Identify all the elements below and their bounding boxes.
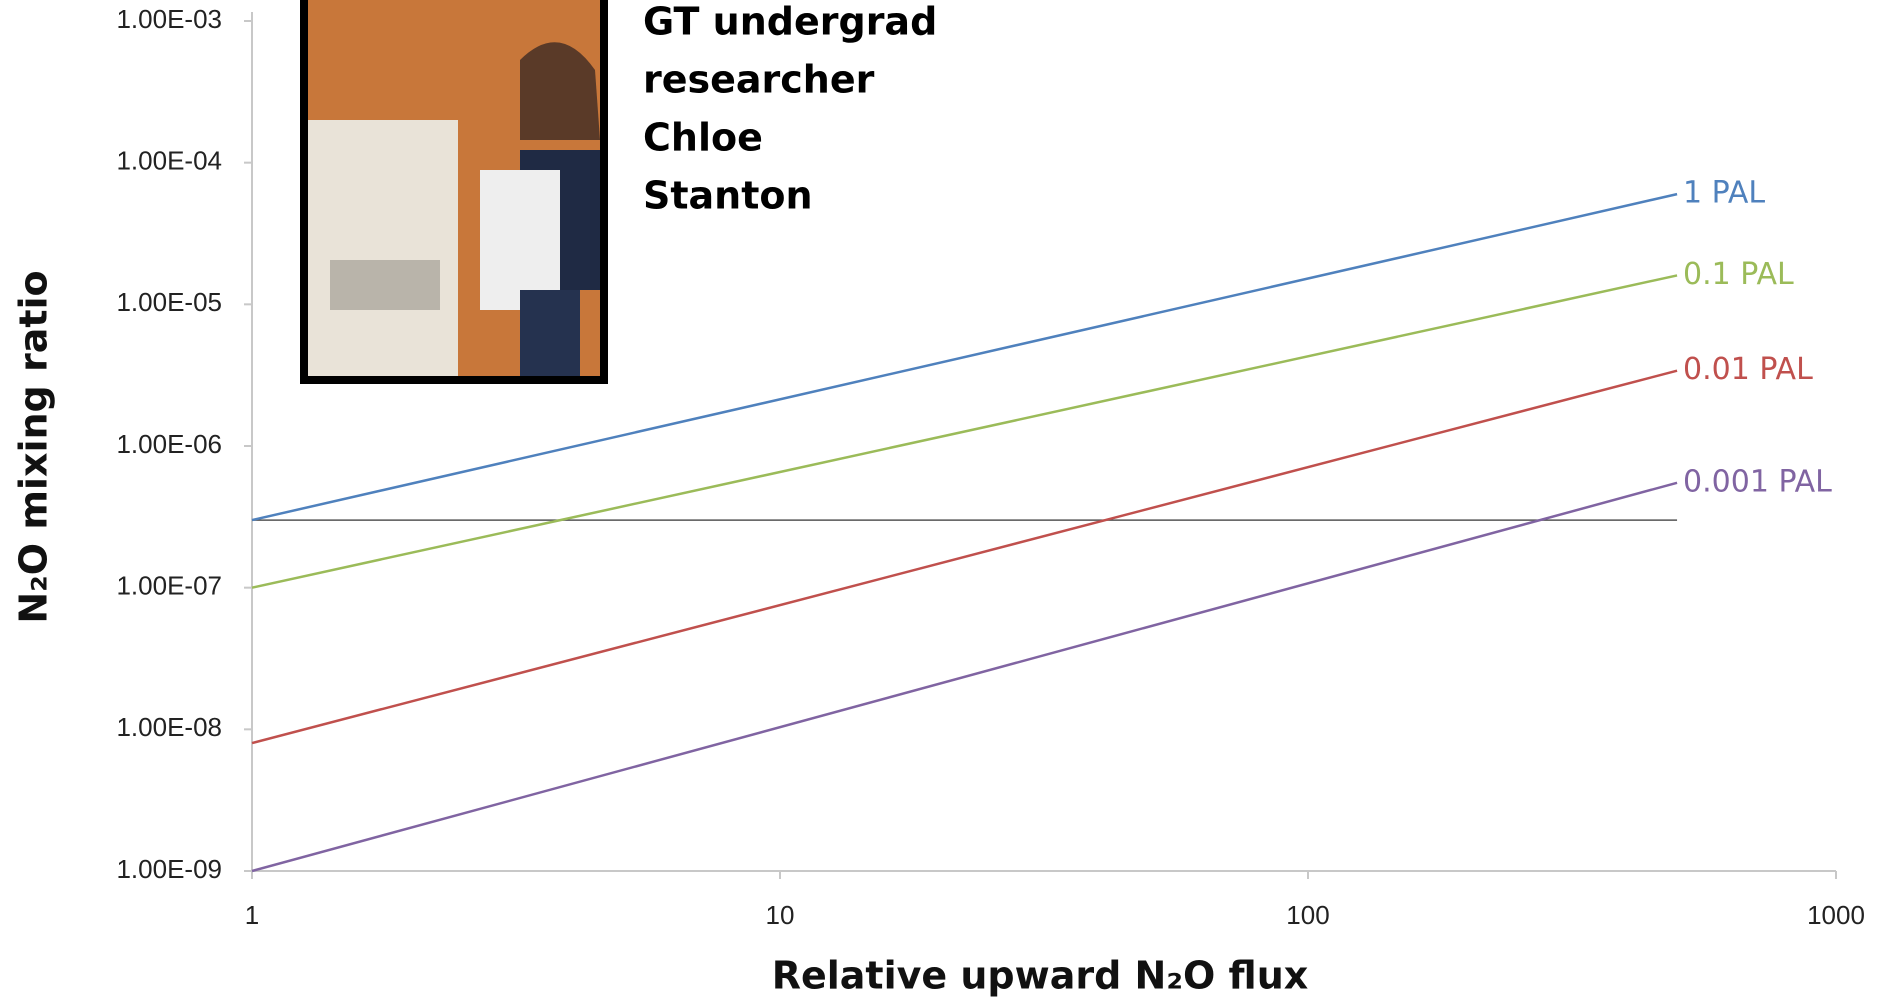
series-line — [251, 369, 1678, 745]
x-tick-label: 1 — [245, 900, 259, 930]
series-line — [251, 274, 1678, 589]
y-tick-label: 1.00E-09 — [116, 854, 222, 884]
y-axis-title: N₂O mixing ratio — [12, 270, 56, 623]
annotation: Chloe — [643, 116, 763, 160]
series-label: 1 PAL — [1683, 176, 1765, 211]
annotation: GT undergrad — [643, 0, 937, 44]
series-label: 0.01 PAL — [1683, 352, 1813, 387]
series-line — [251, 481, 1678, 873]
y-tick-label: 1.00E-08 — [116, 712, 222, 742]
annotation: Stanton — [643, 174, 813, 218]
series-label: 0.001 PAL — [1683, 464, 1832, 499]
y-tick-label: 1.00E-04 — [116, 146, 222, 176]
x-tick-label: 1000 — [1807, 900, 1865, 930]
y-tick-label: 1.00E-03 — [116, 4, 222, 34]
series-label: 0.1 PAL — [1683, 257, 1794, 292]
x-tick-label: 100 — [1286, 900, 1329, 930]
x-axis-title: Relative upward N₂O flux — [772, 954, 1309, 998]
y-tick-label: 1.00E-07 — [116, 571, 222, 601]
x-tick-label: 10 — [766, 900, 795, 930]
y-tick-label: 1.00E-06 — [116, 429, 222, 459]
annotation: researcher — [643, 58, 875, 102]
series-line — [251, 192, 1678, 522]
y-tick-label: 1.00E-05 — [116, 287, 222, 317]
photo — [300, 0, 608, 384]
